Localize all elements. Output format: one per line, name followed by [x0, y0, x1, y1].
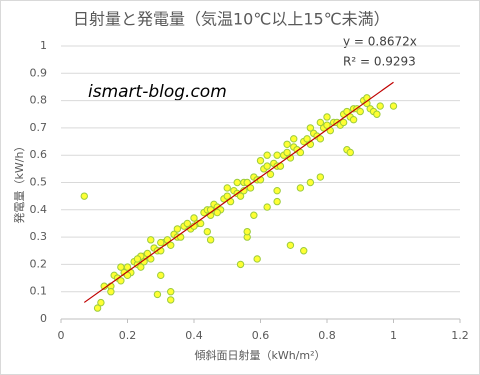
- watermark: ismart-blog.com: [88, 82, 227, 102]
- point: [256, 156, 265, 165]
- y-tick-label: 0.5: [30, 176, 48, 189]
- y-tick-label: 1: [40, 39, 47, 52]
- point: [263, 162, 271, 170]
- point: [373, 110, 381, 118]
- point: [300, 247, 308, 255]
- trendline-r2: R² = 0.9293: [343, 55, 416, 69]
- point: [286, 241, 295, 249]
- x-tick-label: 0.6: [252, 329, 270, 342]
- point: [296, 184, 305, 192]
- point: [190, 214, 198, 222]
- point: [250, 211, 258, 219]
- chart-title: 日射量と発電量（気温10℃以上15℃未満）: [73, 10, 390, 29]
- point: [80, 192, 88, 200]
- y-tick-label: 0.3: [30, 230, 48, 243]
- point: [223, 192, 231, 200]
- x-axis-title: 傾斜面日射量（kWh/m²）: [194, 348, 325, 362]
- point: [253, 255, 261, 263]
- point: [233, 178, 241, 187]
- point: [213, 208, 221, 217]
- point: [157, 271, 165, 280]
- point: [167, 241, 175, 249]
- y-tick-label: 0.7: [30, 121, 48, 134]
- point: [223, 184, 231, 192]
- point: [107, 288, 115, 296]
- point: [263, 203, 271, 211]
- point: [153, 290, 162, 299]
- x-tick-label: 0: [58, 329, 65, 342]
- point: [236, 260, 245, 269]
- x-tick-label: 0.8: [318, 329, 336, 342]
- point: [183, 219, 192, 228]
- point: [349, 116, 358, 124]
- point: [266, 170, 275, 179]
- point: [316, 118, 325, 127]
- point: [273, 151, 281, 159]
- point: [203, 227, 212, 236]
- point: [303, 135, 311, 143]
- x-tick-label: 1.2: [451, 329, 469, 342]
- point: [133, 255, 142, 263]
- point: [93, 304, 102, 312]
- y-tick-label: 0.1: [30, 285, 48, 298]
- y-tick-label: 0: [40, 312, 47, 325]
- point: [147, 236, 155, 244]
- y-tick-label: 0.9: [30, 66, 48, 79]
- point: [283, 140, 291, 148]
- point: [97, 298, 105, 307]
- point: [323, 121, 331, 129]
- point: [306, 178, 315, 187]
- point: [167, 288, 175, 296]
- point: [236, 192, 245, 200]
- point: [157, 238, 165, 247]
- point: [323, 113, 331, 121]
- point: [167, 296, 175, 304]
- point: [290, 135, 298, 143]
- point: [316, 173, 325, 181]
- point: [273, 197, 281, 206]
- point: [273, 186, 281, 195]
- point: [143, 249, 152, 258]
- y-axis-title: 発電量（kW/h）: [12, 141, 26, 224]
- point: [117, 263, 125, 271]
- point: [117, 277, 125, 285]
- point: [316, 135, 325, 143]
- point: [263, 151, 271, 159]
- trendline-equation: y = 0.8672x: [343, 35, 417, 49]
- point: [339, 118, 348, 127]
- point: [376, 102, 384, 110]
- point: [137, 263, 145, 271]
- y-tick-label: 0.8: [30, 94, 48, 107]
- point: [389, 102, 398, 110]
- x-tick-label: 0.4: [185, 329, 203, 342]
- point: [356, 107, 364, 116]
- y-tick-label: 0.6: [30, 148, 48, 161]
- point: [173, 225, 182, 233]
- point: [306, 124, 315, 132]
- x-tick-label: 1: [390, 329, 397, 342]
- point: [346, 148, 354, 157]
- y-tick-label: 0.2: [30, 257, 48, 270]
- y-tick-label: 0.4: [30, 203, 48, 216]
- point: [206, 236, 215, 244]
- point: [243, 227, 251, 236]
- point: [283, 148, 291, 157]
- x-tick-label: 0.2: [119, 329, 137, 342]
- trendline: [83, 81, 394, 303]
